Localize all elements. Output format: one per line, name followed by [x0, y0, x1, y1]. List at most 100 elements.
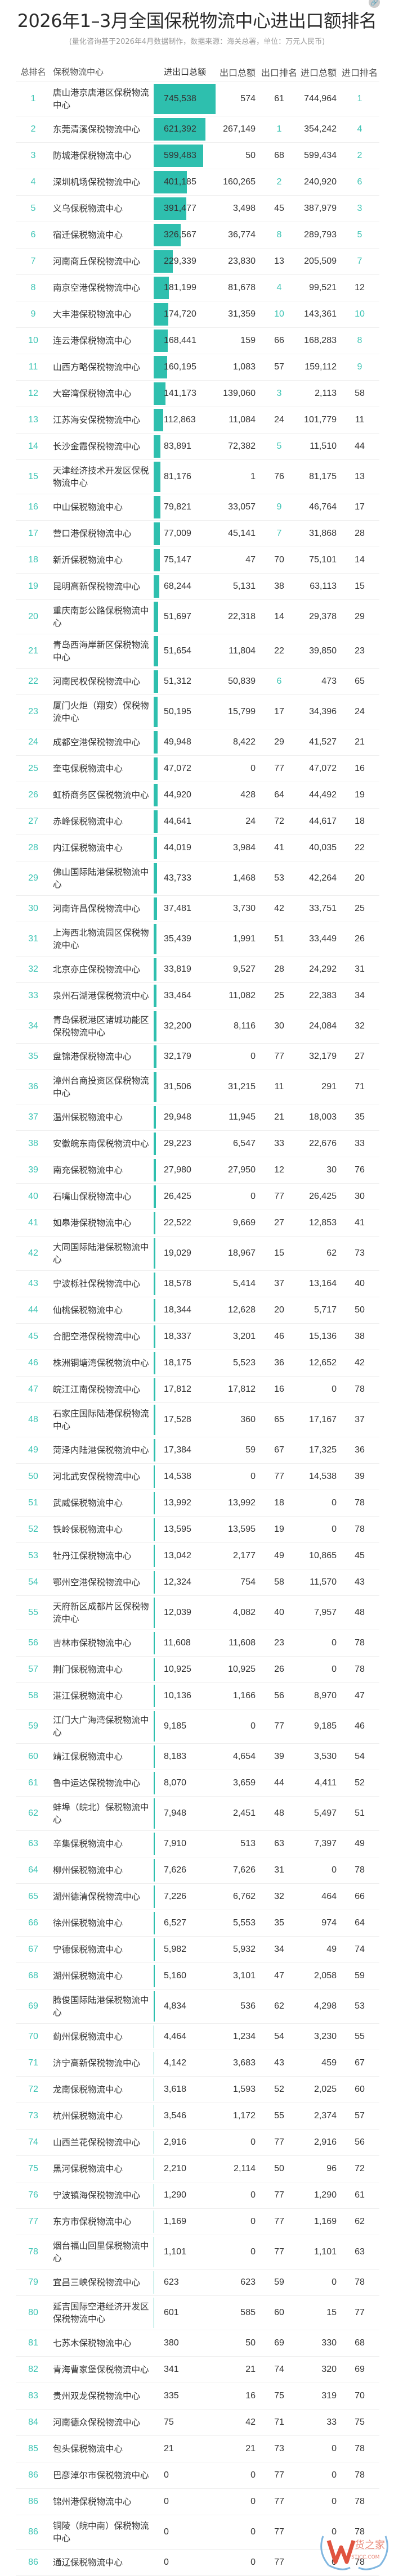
- total-value-cell: 44,920: [154, 782, 217, 808]
- import-rank-cell: 58: [340, 381, 379, 407]
- export-rank-cell: 77: [259, 2462, 299, 2488]
- center-name: 宿迁保税物流中心: [53, 229, 150, 241]
- export-rank-cell: 6: [259, 669, 299, 694]
- import-rank-cell: 35: [340, 1104, 379, 1130]
- total-rank-cell: 41: [16, 1210, 51, 1236]
- import-total-cell: 32,179: [299, 1044, 340, 1070]
- export-rank-cell: 65: [259, 1403, 299, 1437]
- center-name: 北京亦庄保税物流中心: [53, 963, 150, 976]
- total-rank-cell: 67: [16, 1937, 51, 1963]
- import-total-cell: 330: [299, 2330, 340, 2356]
- export-rank-cell: 40: [259, 1596, 299, 1630]
- total-value-cell: 0: [154, 2515, 217, 2549]
- export-rank-cell: 36: [259, 1350, 299, 1376]
- import-total-cell: 291: [299, 1070, 340, 1104]
- total-rank-cell: 82: [16, 2357, 51, 2383]
- total-value: 18,337: [154, 1332, 191, 1342]
- export-rank-cell: 63: [259, 1831, 299, 1857]
- total-rank-cell: 58: [16, 1683, 51, 1709]
- import-total-cell: 2,025: [299, 2077, 340, 2103]
- export-rank-cell: 74: [259, 2357, 299, 2383]
- import-total-cell: 7,957: [299, 1596, 340, 1630]
- export-rank-cell: 57: [259, 354, 299, 380]
- export-rank-cell: 37: [259, 1271, 299, 1297]
- export-rank-cell: 56: [259, 1683, 299, 1709]
- center-name-cell: 湛江保税物流中心: [51, 1683, 154, 1709]
- import-total-cell: 0: [299, 1630, 340, 1656]
- total-value: 8,183: [154, 1752, 186, 1762]
- total-rank-cell: 12: [16, 381, 51, 407]
- center-name-cell: 漳州台商投资区保税物流中心: [51, 1070, 154, 1104]
- center-name-cell: 重庆南彭公路保税物流中心: [51, 600, 154, 634]
- center-name-cell: 蓟州保税物流中心: [51, 2024, 154, 2050]
- export-rank-cell: 68: [259, 143, 299, 169]
- import-rank-cell: 59: [340, 1963, 379, 1989]
- total-value: 75,147: [154, 555, 191, 565]
- center-name-cell: 营口港保税物流中心: [51, 521, 154, 547]
- export-total-cell: 3,101: [217, 1963, 259, 1989]
- export-rank-cell: 13: [259, 249, 299, 274]
- import-rank-cell: 78: [340, 1517, 379, 1542]
- import-rank-cell: 68: [340, 2330, 379, 2356]
- total-value-cell: 4,142: [154, 2050, 217, 2076]
- total-rank-cell: 46: [16, 1350, 51, 1376]
- total-value-cell: 7,910: [154, 1831, 217, 1857]
- center-name: 河南许昌保税物流中心: [53, 903, 150, 915]
- total-rank-cell: 32: [16, 957, 51, 982]
- total-rank-cell: 33: [16, 983, 51, 1009]
- total-value: 37,481: [154, 904, 191, 914]
- import-rank-cell: 53: [340, 1989, 379, 2023]
- center-name-cell: 延吉国际空港经济开发区保税物流中心: [51, 2296, 154, 2330]
- export-rank-cell: 46: [259, 1324, 299, 1350]
- total-rank-cell: 10: [16, 328, 51, 354]
- center-name: 腾俊国际陆港保税物流中心: [53, 1994, 150, 2019]
- export-rank-cell: 75: [259, 2383, 299, 2409]
- total-value-cell: 22,522: [154, 1210, 217, 1236]
- export-total-cell: 0: [217, 1709, 259, 1743]
- center-name: 重庆南彭公路保税物流中心: [53, 604, 150, 629]
- center-name-cell: 七苏木保税物流中心: [51, 2330, 154, 2356]
- import-rank-cell: 78: [340, 1657, 379, 1682]
- export-rank-cell: 77: [259, 756, 299, 782]
- total-value: 49,948: [154, 737, 191, 747]
- total-value: 10,925: [154, 1664, 191, 1675]
- import-rank-cell: 26: [340, 922, 379, 956]
- center-name: 奎屯保税物流中心: [53, 763, 150, 775]
- total-rank-cell: 83: [16, 2383, 51, 2409]
- export-rank-cell: 39: [259, 1744, 299, 1770]
- center-name: 安徽皖东南保税物流中心: [53, 1138, 150, 1150]
- center-name-cell: 江苏海安保税物流中心: [51, 407, 154, 433]
- export-total-cell: 42: [217, 2410, 259, 2435]
- total-value-cell: 17,812: [154, 1377, 217, 1402]
- import-total-cell: 18,003: [299, 1104, 340, 1130]
- total-value-cell: 7,226: [154, 1884, 217, 1910]
- total-value-cell: 160,195: [154, 354, 217, 380]
- import-rank-cell: 6: [340, 169, 379, 195]
- export-total-cell: 23,830: [217, 249, 259, 274]
- import-rank-cell: 8: [340, 328, 379, 354]
- center-name-cell: 济宁高新保税物流中心: [51, 2050, 154, 2076]
- export-rank-cell: 1: [259, 116, 299, 142]
- total-rank-cell: 64: [16, 1857, 51, 1883]
- import-total-cell: 11,510: [299, 434, 340, 459]
- total-rank-cell: 34: [16, 1009, 51, 1043]
- center-name-cell: 河南德众保税物流中心: [51, 2410, 154, 2435]
- import-rank-cell: 54: [340, 1744, 379, 1770]
- import-rank-cell: 44: [340, 434, 379, 459]
- import-total-cell: 4,411: [299, 1770, 340, 1796]
- total-value: 29,223: [154, 1139, 191, 1149]
- import-total-cell: 63,113: [299, 574, 340, 599]
- total-value-cell: 7,948: [154, 1797, 217, 1830]
- total-value-cell: 401,185: [154, 169, 217, 195]
- export-total-cell: 0: [217, 2515, 259, 2549]
- total-rank-cell: 6: [16, 222, 51, 248]
